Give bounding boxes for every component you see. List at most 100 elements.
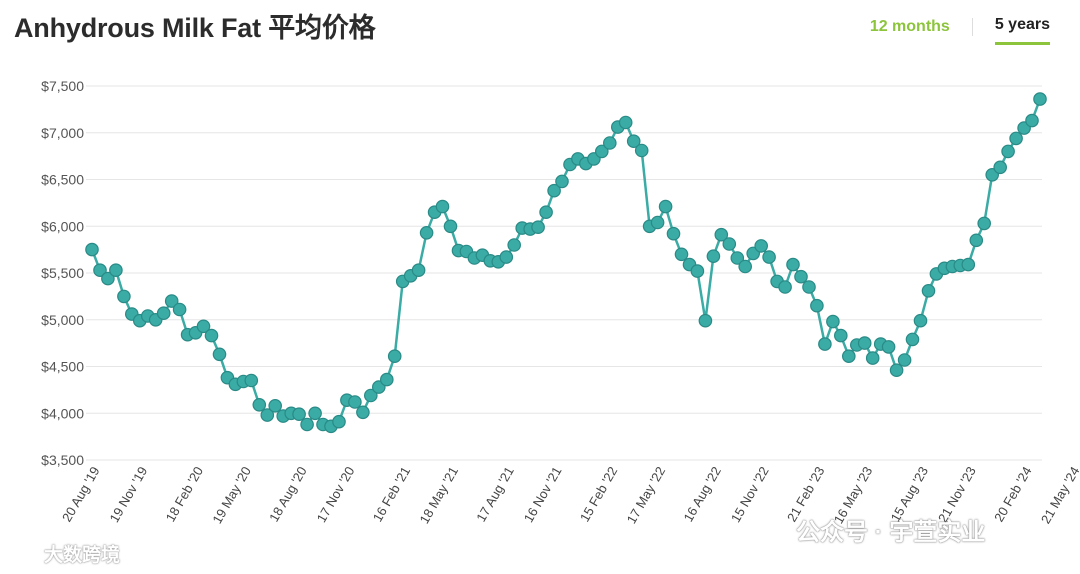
data-point[interactable] — [411, 263, 426, 277]
y-tick-label: $5,500 — [41, 265, 84, 281]
data-point[interactable] — [634, 143, 649, 158]
data-point[interactable] — [332, 414, 346, 429]
data-point[interactable] — [244, 373, 259, 388]
data-point[interactable] — [101, 271, 115, 286]
data-point[interactable] — [714, 227, 729, 242]
data-point[interactable] — [547, 183, 561, 198]
data-point[interactable] — [117, 289, 131, 304]
data-point[interactable] — [969, 233, 984, 248]
data-point[interactable] — [260, 408, 275, 422]
data-point[interactable] — [356, 405, 370, 420]
x-tick-label: 18 Feb '20 — [163, 464, 207, 524]
watermark-left-text: 大数跨境 — [44, 545, 121, 566]
data-point[interactable] — [810, 298, 824, 313]
data-point[interactable] — [897, 353, 912, 367]
data-point[interactable] — [602, 136, 617, 150]
tab-12-months[interactable]: 12 months — [869, 17, 950, 35]
data-point[interactable] — [443, 219, 458, 234]
y-tick-label: $7,500 — [41, 78, 84, 94]
data-point[interactable] — [857, 336, 872, 350]
data-point[interactable] — [164, 294, 179, 308]
data-point[interactable] — [802, 280, 816, 294]
x-tick-label: 17 Aug '21 — [473, 464, 517, 524]
data-point[interactable] — [889, 363, 904, 377]
data-point[interactable] — [172, 302, 187, 317]
data-point[interactable] — [818, 337, 832, 351]
data-point[interactable] — [905, 332, 920, 347]
data-point[interactable] — [252, 397, 267, 412]
data-point[interactable] — [762, 250, 776, 264]
data-point[interactable] — [1025, 113, 1039, 128]
range-tabs: 12 months 5 years — [870, 16, 1050, 45]
data-point[interactable] — [109, 263, 123, 277]
data-point[interactable] — [833, 328, 848, 343]
data-point[interactable] — [348, 395, 362, 409]
data-point[interactable] — [921, 283, 936, 298]
data-point[interactable] — [85, 242, 99, 257]
tab-5-years[interactable]: 5 years — [994, 16, 1050, 45]
x-tick-label: 21 May '24 — [1038, 464, 1080, 526]
data-point[interactable] — [1001, 144, 1015, 159]
grid-lines — [86, 85, 1042, 461]
data-point[interactable] — [618, 115, 633, 130]
data-point[interactable] — [507, 238, 521, 252]
data-point[interactable] — [977, 216, 991, 231]
data-point[interactable] — [626, 134, 641, 148]
y-tick-label: $6,500 — [41, 172, 84, 188]
data-point[interactable] — [555, 174, 569, 189]
data-point[interactable] — [674, 247, 689, 262]
data-point[interactable] — [196, 319, 211, 334]
data-point[interactable] — [268, 398, 282, 413]
data-point[interactable] — [913, 313, 928, 328]
data-point[interactable] — [156, 306, 171, 320]
data-point[interactable] — [738, 259, 752, 274]
data-point[interactable] — [292, 407, 306, 421]
x-tick-label: 18 May '21 — [416, 464, 461, 526]
x-tick-label: 15 Feb '22 — [577, 464, 621, 524]
data-point[interactable] — [531, 220, 545, 234]
y-tick-label: $3,500 — [41, 452, 84, 468]
data-point[interactable] — [794, 269, 808, 284]
y-tick-label: $4,500 — [41, 359, 84, 375]
data-point[interactable] — [993, 160, 1007, 175]
data-point[interactable] — [1009, 131, 1023, 146]
data-point[interactable] — [300, 417, 314, 432]
watermark-right: 公众号 · 宇萱实业 — [760, 512, 985, 549]
series-group — [85, 92, 1047, 434]
data-point[interactable] — [658, 199, 673, 214]
data-point[interactable] — [93, 263, 107, 277]
data-point[interactable] — [722, 237, 737, 251]
data-point[interactable] — [539, 205, 553, 219]
data-point[interactable] — [499, 250, 514, 264]
data-point[interactable] — [786, 257, 800, 272]
data-point[interactable] — [387, 349, 402, 363]
data-point[interactable] — [308, 406, 322, 421]
data-point[interactable] — [698, 313, 713, 328]
data-point[interactable] — [666, 226, 681, 241]
y-tick-label: $7,000 — [41, 125, 84, 141]
wechat-icon — [760, 518, 790, 549]
data-point[interactable] — [730, 251, 745, 265]
data-point[interactable] — [419, 226, 434, 240]
data-point[interactable] — [594, 144, 609, 159]
data-point[interactable] — [379, 372, 394, 387]
data-point[interactable] — [706, 249, 721, 264]
tab-divider — [971, 17, 973, 36]
data-point[interactable] — [1033, 92, 1047, 106]
data-point[interactable] — [961, 257, 976, 272]
data-point[interactable] — [435, 199, 450, 214]
data-point[interactable] — [204, 328, 219, 343]
data-point[interactable] — [881, 340, 896, 354]
x-tick-label: 18 Aug '20 — [266, 464, 310, 524]
data-point[interactable] — [841, 349, 856, 363]
data-point[interactable] — [754, 239, 768, 253]
data-point[interactable] — [865, 351, 880, 365]
data-point[interactable] — [212, 347, 227, 362]
data-point[interactable] — [826, 314, 840, 329]
data-point[interactable] — [778, 280, 792, 294]
x-tick-label: 17 May '22 — [624, 464, 669, 526]
data-point[interactable] — [690, 264, 705, 278]
data-point[interactable] — [650, 215, 665, 230]
data-point[interactable] — [363, 388, 378, 403]
